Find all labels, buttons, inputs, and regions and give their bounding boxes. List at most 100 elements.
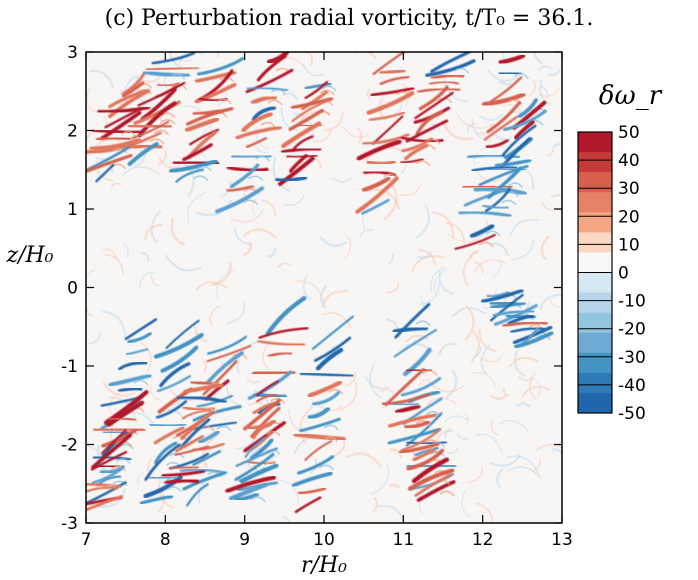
background-swirl (416, 250, 433, 259)
vorticity-swirl (255, 155, 271, 162)
vorticity-filament (244, 437, 266, 459)
colorbar-tick-label: -20 (618, 320, 646, 340)
background-swirl (476, 502, 494, 523)
background-swirl (418, 379, 429, 387)
background-swirl (251, 198, 257, 215)
vorticity-filament (86, 482, 122, 489)
vorticity-filament (514, 331, 554, 349)
background-swirl (317, 403, 343, 412)
colorbar-tick-label: 40 (618, 151, 640, 171)
background-swirl (509, 218, 540, 237)
vorticity-filament (176, 395, 227, 404)
background-swirl (496, 467, 505, 488)
vorticity-swirl (196, 165, 213, 172)
vorticity-filament (89, 137, 141, 151)
background-swirl (532, 52, 544, 65)
vorticity-filament (140, 87, 177, 121)
vorticity-filament (518, 98, 538, 118)
background-swirl (219, 352, 225, 365)
background-swirl (550, 194, 562, 198)
vorticity-filament (311, 315, 354, 350)
vorticity-swirl (133, 379, 149, 386)
colorbar-tick-label: 20 (618, 207, 640, 227)
vorticity-filament (127, 123, 173, 130)
vorticity-filament (484, 187, 511, 213)
background-swirl (487, 69, 518, 82)
colorbar-segment (578, 292, 612, 314)
vorticity-filament (458, 210, 512, 218)
vorticity-filament (127, 331, 152, 344)
vorticity-swirl (110, 465, 126, 472)
background-swirl (277, 262, 291, 268)
background-swirl (535, 443, 562, 452)
vorticity-filament (404, 420, 430, 429)
vorticity-filament (182, 471, 227, 491)
vorticity-swirl (243, 199, 259, 206)
background-swirl (506, 466, 542, 480)
vorticity-filament (184, 117, 220, 133)
vorticity-swirl (112, 480, 128, 487)
background-swirl (359, 228, 375, 238)
colorbar-segment (578, 372, 612, 394)
vorticity-filament (95, 163, 115, 183)
background-swirl (479, 113, 503, 122)
vorticity-swirl (172, 435, 188, 441)
vorticity-filament (95, 136, 131, 141)
background-swirl (195, 281, 228, 291)
background-swirl (372, 496, 378, 514)
vorticity-filament (469, 223, 495, 239)
vorticity-filament (228, 482, 269, 501)
vorticity-filament (401, 428, 442, 452)
colorbar-title: δω_r (599, 81, 663, 111)
y-axis: -3 -2 -1 0 1 2 3 (61, 43, 562, 534)
background-swirl (158, 157, 181, 169)
vorticity-filament (299, 372, 354, 378)
background-swirl (144, 223, 163, 241)
background-swirl (319, 285, 327, 309)
vorticity-filament (392, 402, 420, 407)
vorticity-swirl (323, 436, 339, 443)
background-swirl (364, 375, 389, 390)
vorticity-filament (307, 380, 343, 398)
vorticity-swirl (501, 199, 517, 206)
vorticity-filament (307, 406, 331, 420)
x-axis: 7 8 9 10 11 12 13 (81, 52, 573, 550)
vorticity-filament (156, 82, 180, 87)
vorticity-swirl (121, 130, 137, 137)
vorticity-filament (243, 421, 287, 453)
colorbar-tick-label: 50 (618, 123, 640, 143)
vorticity-filament (481, 204, 509, 210)
vorticity-filament (473, 186, 527, 197)
vorticity-filament (400, 158, 424, 164)
y-tick-label: 0 (67, 279, 78, 299)
colorbar-segment (578, 132, 612, 153)
vorticity-filament (294, 496, 322, 514)
background-swirl (261, 454, 278, 480)
vorticity-filament (454, 233, 496, 250)
vorticity-filament (486, 101, 522, 134)
background-swirl (139, 271, 156, 289)
y-tick-label: 2 (67, 122, 78, 142)
vorticity-filament (186, 106, 234, 126)
vorticity-swirl (160, 119, 176, 125)
background-swirl (470, 329, 481, 363)
x-axis-label: r/H₀ (301, 553, 347, 578)
background-swirl (151, 273, 160, 287)
background-swirl (187, 191, 206, 224)
background-swirl (324, 111, 344, 132)
vorticity-filament (124, 318, 158, 341)
vorticity-swirl (216, 98, 232, 105)
vorticity-filament (430, 73, 465, 80)
background-swirl (430, 266, 446, 293)
chart-title: (c) Perturbation radial vorticity, t/T₀ … (104, 6, 594, 31)
background-swirl (344, 371, 357, 387)
vorticity-filament (86, 481, 127, 505)
vorticity-filament (312, 390, 341, 406)
vorticity-filament (392, 326, 429, 334)
vorticity-filament (372, 52, 406, 76)
background-swirl (179, 57, 193, 63)
vorticity-filament (291, 98, 332, 123)
x-tick-label: 10 (313, 530, 335, 550)
background-swirl (521, 385, 551, 398)
vorticity-swirl (112, 147, 128, 154)
